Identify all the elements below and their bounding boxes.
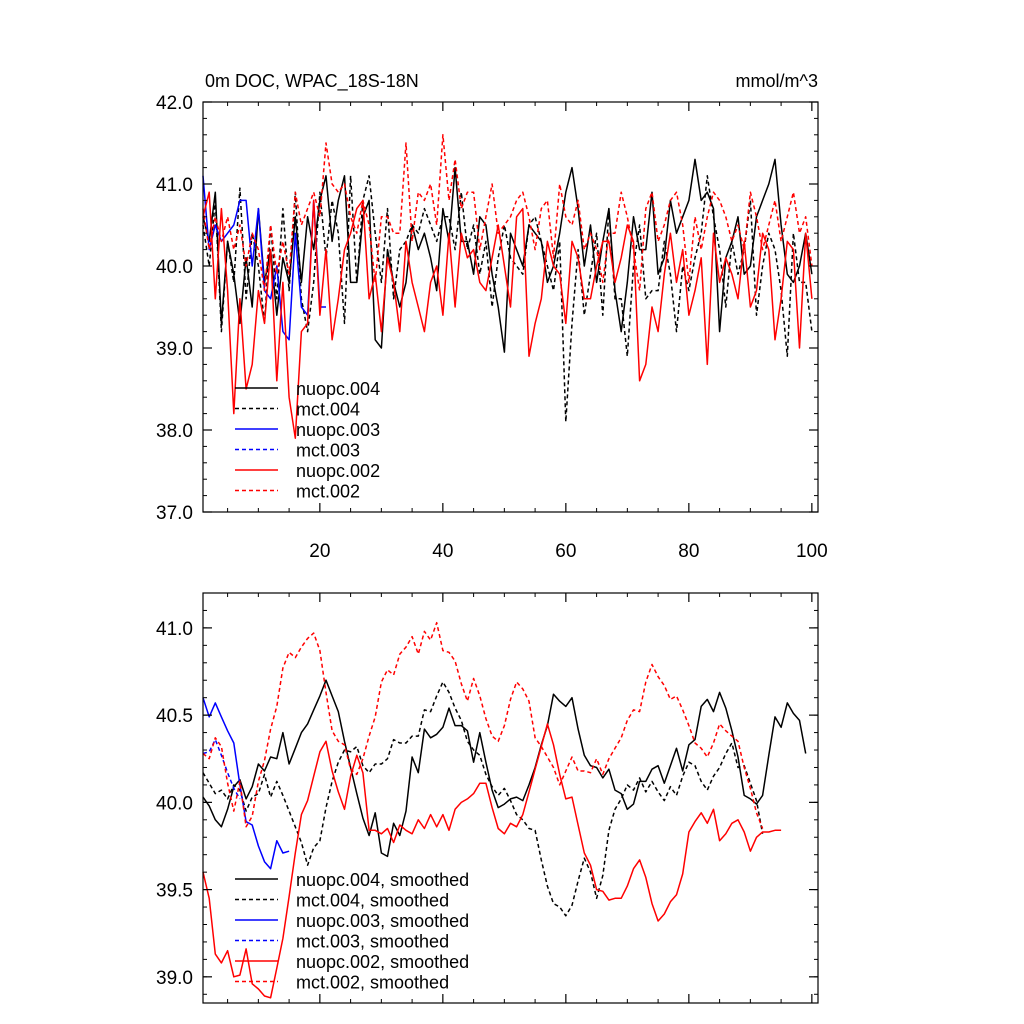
y-tick-label: 39.5: [156, 881, 193, 902]
legend-label: nuopc.002: [296, 461, 380, 481]
legend-label: nuopc.004, smoothed: [296, 870, 469, 890]
top-tick-layer: 37.0 38.0 39.0 40.0 41.0 42.0 20 40 60 80 100: [156, 93, 828, 562]
series-line-nuopc-002-smoothed: [202, 723, 782, 999]
series-line-mct-004: [202, 175, 813, 423]
y-tick-label: 39.0: [156, 339, 193, 360]
y-tick-label: 42.0: [156, 93, 193, 114]
legend-label: nuopc.004: [296, 379, 380, 399]
bottom-plot-frame: [202, 592, 819, 1004]
legend-label: mct.003: [296, 441, 360, 461]
y-tick-label: 38.0: [156, 421, 193, 442]
x-tick-label: 40: [432, 541, 453, 562]
y-tick-label: 41.0: [156, 619, 193, 640]
y-tick-label: 40.0: [156, 793, 193, 814]
top-legend: nuopc.004mct.004nuopc.003mct.003nuopc.00…: [235, 379, 380, 502]
top-title-left: 0m DOC, WPAC_18S-18N: [205, 71, 419, 92]
legend-label: mct.002, smoothed: [296, 973, 449, 993]
series-line-nuopc-002: [202, 191, 813, 439]
y-tick-label: 40.0: [156, 257, 193, 278]
x-tick-label: 20: [309, 541, 330, 562]
x-tick-label: 80: [678, 541, 699, 562]
series-line-mct-003-smoothed: [202, 738, 241, 800]
y-tick-label: 37.0: [156, 503, 193, 524]
bottom-series-layer: [202, 621, 807, 999]
series-line-mct-004-smoothed: [202, 681, 764, 917]
series-line-nuopc-004-smoothed: [202, 679, 807, 858]
legend-label: mct.003, smoothed: [296, 932, 449, 952]
top-series-layer: [202, 134, 813, 439]
legend-label: nuopc.002, smoothed: [296, 952, 469, 972]
x-tick-label: 100: [796, 541, 828, 562]
y-tick-label: 39.0: [156, 968, 193, 989]
legend-label: mct.002: [296, 482, 360, 502]
series-line-mct-002-smoothed: [202, 621, 764, 829]
legend-label: nuopc.003, smoothed: [296, 911, 469, 931]
series-line-mct-002: [202, 134, 813, 292]
top-plot-frame: [202, 101, 819, 513]
y-tick-label: 41.0: [156, 175, 193, 196]
bottom-tick-layer: 39.0 39.5 40.0 40.5 41.0: [156, 592, 818, 1003]
bottom-panel: 39.0 39.5 40.0 40.5 41.0 nuopc.004, smoothed…: [156, 592, 819, 1004]
legend-label: mct.004: [296, 400, 360, 420]
x-tick-label: 60: [555, 541, 576, 562]
series-line-nuopc-004: [202, 158, 813, 353]
legend-label: nuopc.003: [296, 420, 380, 440]
top-panel: 0m DOC, WPAC_18S-18N mmol/m^3 37.0 38.0 39…: [156, 71, 828, 562]
top-title-right: mmol/m^3: [736, 71, 818, 91]
y-tick-label: 40.5: [156, 706, 193, 727]
legend-label: mct.004, smoothed: [296, 891, 449, 911]
